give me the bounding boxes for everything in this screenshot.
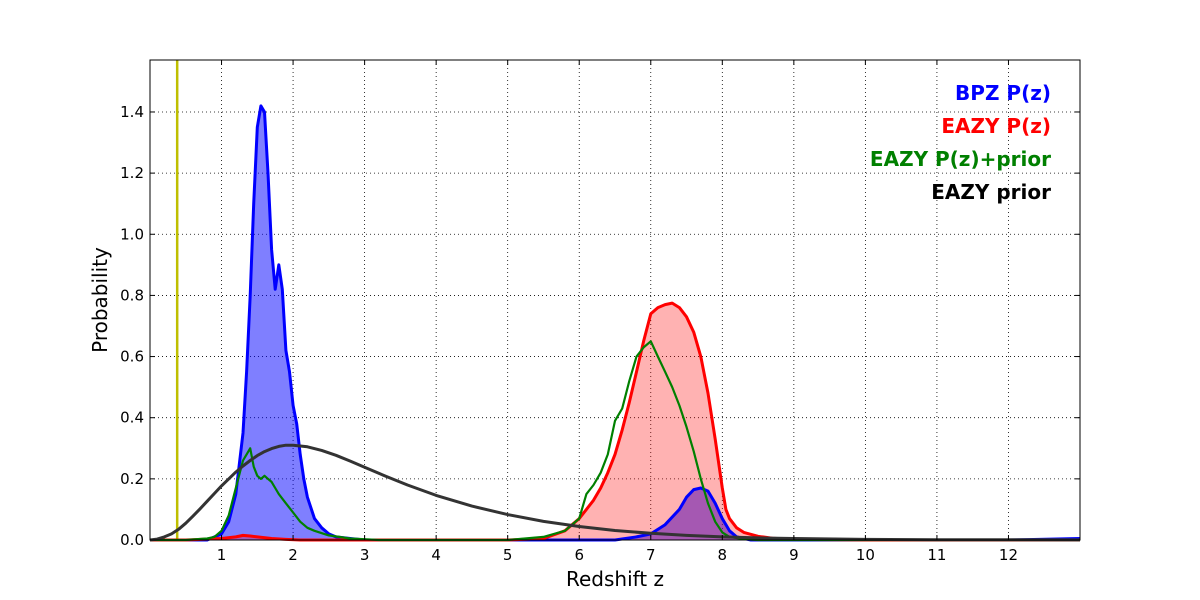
bpz-p-z-fill (150, 105, 1080, 541)
y-axis-label: Probability (88, 247, 112, 353)
x-tick-label: 10 (856, 546, 875, 564)
y-tick-label: 0.8 (120, 286, 144, 304)
x-tick-label: 6 (574, 546, 584, 564)
legend-entry: EAZY P(z) (941, 114, 1051, 138)
grid (150, 60, 1080, 541)
legend-entry: EAZY P(z)+prior (870, 147, 1051, 171)
eazy-prior-line (149, 443, 1081, 542)
eazy-p-z-fill (150, 303, 1080, 540)
x-tick-label: 1 (217, 546, 227, 564)
x-axis-label: Redshift z (566, 567, 664, 591)
x-tick-label: 8 (718, 546, 728, 564)
series-fills (150, 105, 1080, 541)
y-tick-label: 0.6 (120, 348, 144, 366)
y-tick-label: 0.2 (120, 470, 144, 488)
eazy-p-z-prior-line (150, 340, 1080, 542)
series-lines (149, 104, 1081, 542)
y-tick-label: 1.0 (120, 225, 144, 243)
y-tick-label: 0.4 (120, 409, 144, 427)
bpz-p-z-line (150, 104, 1081, 542)
x-tick-label: 7 (646, 546, 656, 564)
x-tick-label: 2 (288, 546, 298, 564)
x-tick-label: 5 (503, 546, 513, 564)
x-tick-label: 9 (789, 546, 799, 564)
x-tick-label: 12 (999, 546, 1018, 564)
x-axis-ticks: 1 2 3 4 5 6 7 8 9 10 11 12 (217, 60, 1018, 564)
y-tick-label: 0.0 (120, 531, 144, 549)
x-tick-label: 4 (431, 546, 441, 564)
plot-frame (149, 59, 1081, 541)
y-tick-label: 1.2 (120, 164, 144, 182)
legend-entry: EAZY prior (931, 180, 1051, 204)
y-axis-ticks: 0.0 0.2 0.4 0.6 0.8 1.0 1.2 1.4 (120, 103, 1080, 549)
legend: BPZ P(z) EAZY P(z) EAZY P(z)+prior EAZY pri… (870, 81, 1051, 204)
x-tick-label: 3 (360, 546, 370, 564)
legend-entry: BPZ P(z) (955, 81, 1051, 105)
x-tick-label: 11 (927, 546, 946, 564)
y-tick-label: 1.4 (120, 103, 144, 121)
eazy-p-z-line (150, 301, 1080, 542)
